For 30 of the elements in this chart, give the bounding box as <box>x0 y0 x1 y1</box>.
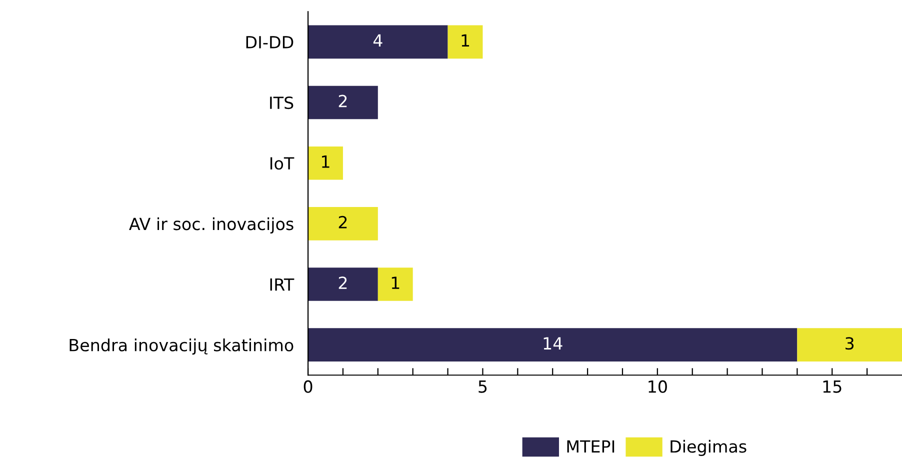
bar <box>378 268 413 301</box>
x-tick-label: 15 <box>823 380 842 393</box>
y-tick-label: ITS <box>270 96 294 110</box>
y-tick-label: DI-DD <box>246 36 294 48</box>
y-tick-label: IRT <box>270 278 294 291</box>
x-tick-label: 0 <box>304 380 312 393</box>
x-tick-label: 5 <box>478 380 487 393</box>
y-tick-label: IoT <box>270 157 294 170</box>
bar <box>308 86 378 120</box>
y-tick-label: Bendra inovacijų skatinimo <box>70 338 294 355</box>
data-label: 14 <box>544 337 562 350</box>
bar <box>308 268 378 301</box>
data-label: 1 <box>462 34 470 47</box>
data-label: 2 <box>338 276 347 289</box>
data-label: 4 <box>373 34 382 47</box>
data-label: 2 <box>338 216 347 228</box>
legend-label: MTEPI <box>567 440 614 453</box>
bar <box>308 207 378 240</box>
legend-label: Diegimas <box>670 440 746 456</box>
bar <box>448 25 483 59</box>
bar <box>308 146 343 180</box>
data-label: 1 <box>392 276 400 289</box>
data-label: 2 <box>338 94 347 108</box>
data-label: 3 <box>846 337 854 350</box>
bar <box>308 328 798 362</box>
bar <box>308 25 448 59</box>
x-tick-label: 10 <box>648 380 667 393</box>
bar <box>797 328 902 362</box>
data-label: 1 <box>322 156 330 168</box>
y-tick-label: AV ir soc. inovacijos <box>129 217 294 234</box>
